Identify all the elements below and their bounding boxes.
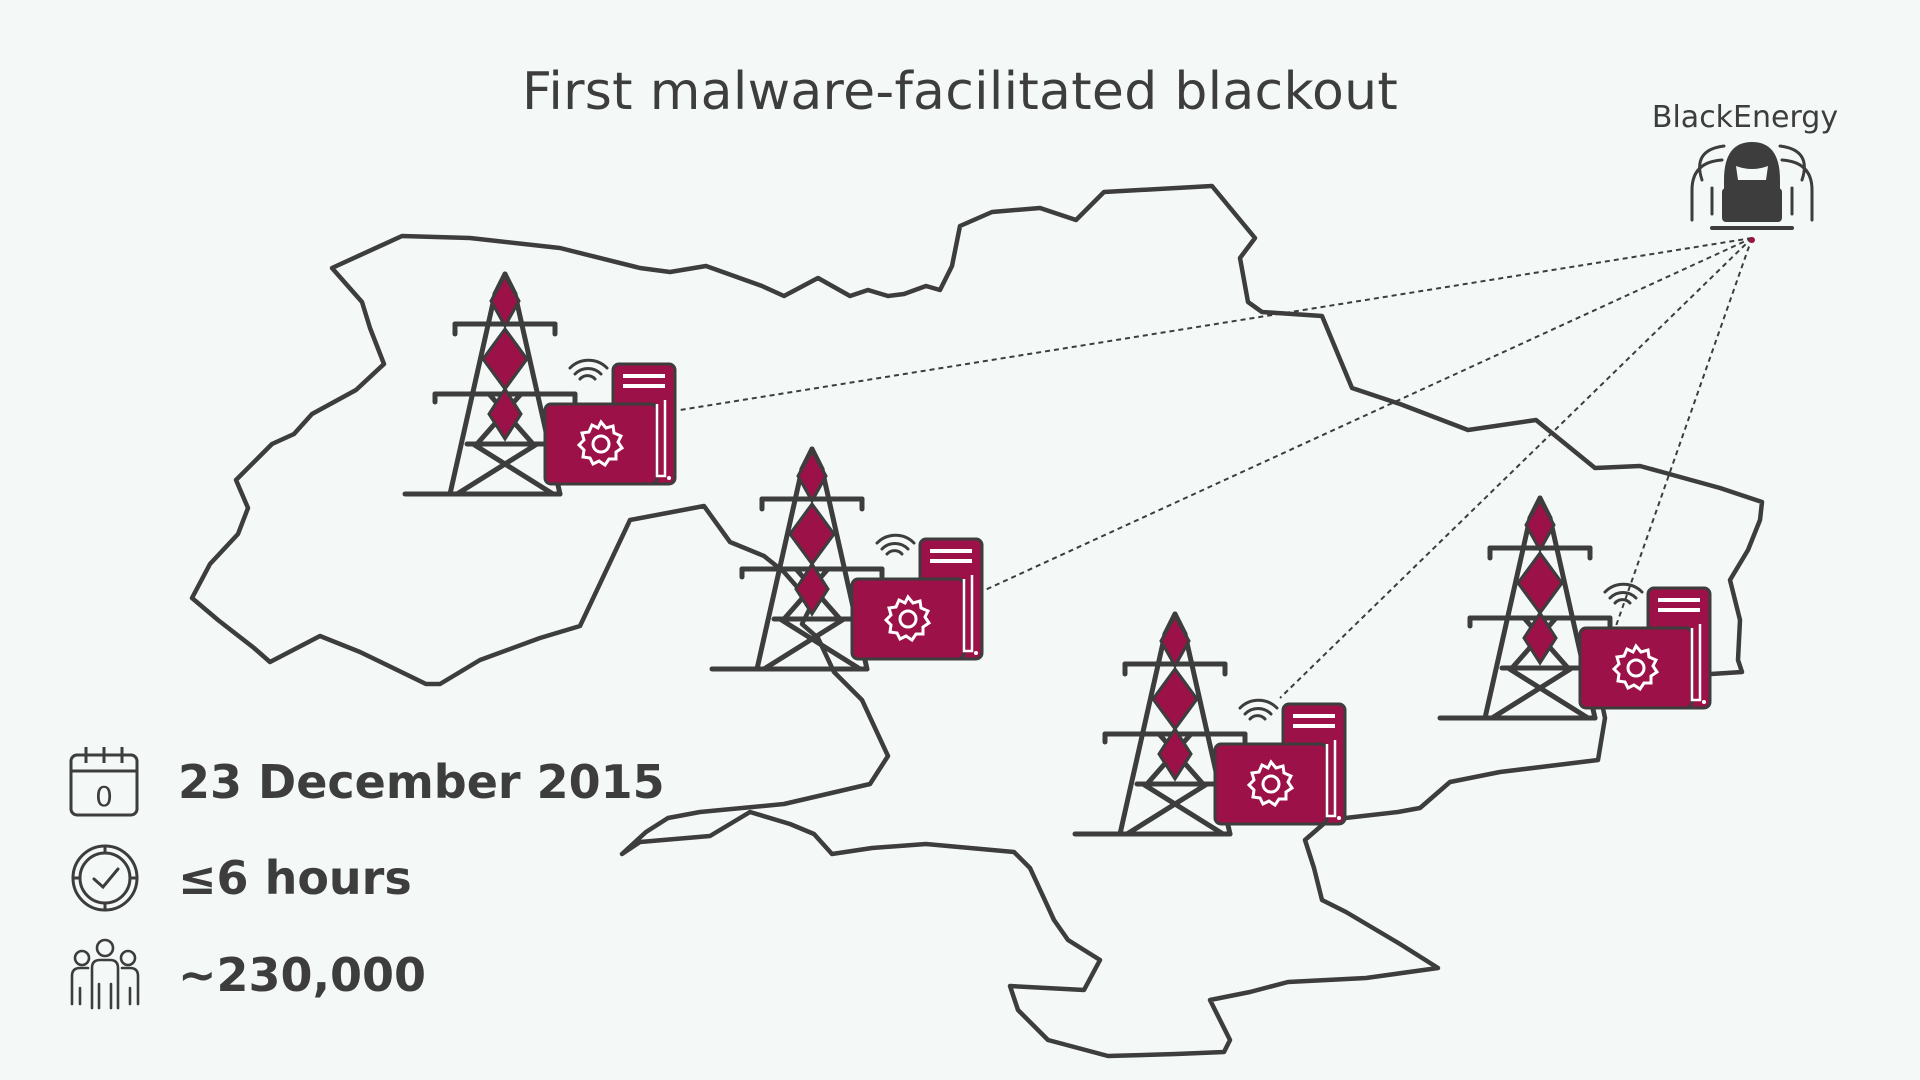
substation-4 xyxy=(1440,498,1710,718)
clock-icon xyxy=(71,844,139,912)
page-title: First malware-facilitated blackout xyxy=(521,62,1399,122)
fact-date: 0 23 December 2015 xyxy=(68,742,665,822)
country-outline xyxy=(189,183,1765,1059)
people-icon xyxy=(70,938,140,1010)
affected-count-text: ~230,000 xyxy=(178,948,427,1002)
power-tower-icon xyxy=(712,449,982,669)
power-tower-icon xyxy=(405,274,675,494)
duration-text: ≤6 hours xyxy=(178,851,412,905)
attacker-label: BlackEnergy xyxy=(1651,100,1839,135)
substation-2 xyxy=(712,449,982,669)
hacker-icon xyxy=(1690,142,1814,243)
substation-3 xyxy=(1075,614,1345,834)
fact-duration: ≤6 hours xyxy=(68,838,412,918)
calendar-icon: 0 xyxy=(69,747,139,817)
date-text: 23 December 2015 xyxy=(178,755,665,809)
substation-1 xyxy=(405,274,675,494)
power-tower-icon xyxy=(1075,614,1345,834)
power-tower-icon xyxy=(1440,498,1710,718)
fact-affected: ~230,000 xyxy=(68,935,426,1015)
calendar-digit: 0 xyxy=(95,780,113,813)
attack-lines xyxy=(679,237,1753,699)
